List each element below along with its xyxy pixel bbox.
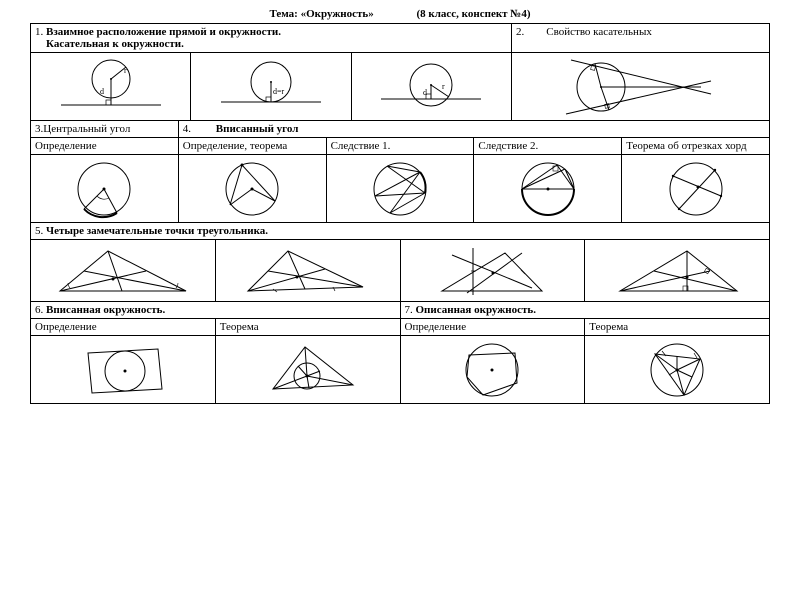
section-5-table: 5. Четыре замечательные точки треугольни… [30,222,770,302]
diag-5c [400,240,585,302]
diag-6b [215,336,400,404]
diag-2 [512,53,770,121]
s6c4: Теорема [585,319,770,336]
svg-text:r: r [442,82,445,91]
page-title: Тема: «Окружность» (8 класс, конспект №4… [30,8,770,23]
svg-text:r: r [124,66,127,75]
s3c2: Определение, теорема [178,138,326,155]
svg-text:d: d [100,87,104,96]
diag-5a [31,240,216,302]
s3-header: 3.Центральный угол [31,121,179,138]
s6-header: 6. Вписанная окружность. [31,302,401,319]
s3c1: Определение [31,138,179,155]
section-3-4-table: 3.Центральный угол 4. Вписанный угол Опр… [30,120,770,223]
diag-4b [326,155,474,223]
s6c3: Определение [400,319,585,336]
diag-5b [215,240,400,302]
diag-4d [622,155,770,223]
s4-header: 4. Вписанный угол [178,121,769,138]
section-1-2-table: 1. Взаимное расположение прямой и окружн… [30,23,770,121]
title-main: Тема: «Окружность» [269,8,373,20]
diag-4c [474,155,622,223]
s1-header: 1. Взаимное расположение прямой и окружн… [31,24,512,53]
diag-1b: d=r [191,53,351,121]
s3c5: Теорема об отрезках хорд [622,138,770,155]
s6c1: Определение [31,319,216,336]
s6c2: Теорема [215,319,400,336]
diag-7b [585,336,770,404]
svg-text:d: d [423,88,427,97]
diag-1a: r d [31,53,191,121]
section-6-7-table: 6. Вписанная окружность. 7. Описанная ок… [30,301,770,404]
s3c3: Следствие 1. [326,138,474,155]
s5-header: 5. Четыре замечательные точки треугольни… [31,223,770,240]
diag-5d [585,240,770,302]
s3c4: Следствие 2. [474,138,622,155]
diag-1c: d r [351,53,511,121]
diag-4a [178,155,326,223]
diag-6a [31,336,216,404]
s2-header: 2. Свойство касательных [512,24,770,53]
s7-header: 7. Описанная окружность. [400,302,770,319]
svg-text:d=r: d=r [273,87,285,96]
diag-3a [31,155,179,223]
title-sub: (8 класс, конспект №4) [417,8,531,20]
diag-7a [400,336,585,404]
